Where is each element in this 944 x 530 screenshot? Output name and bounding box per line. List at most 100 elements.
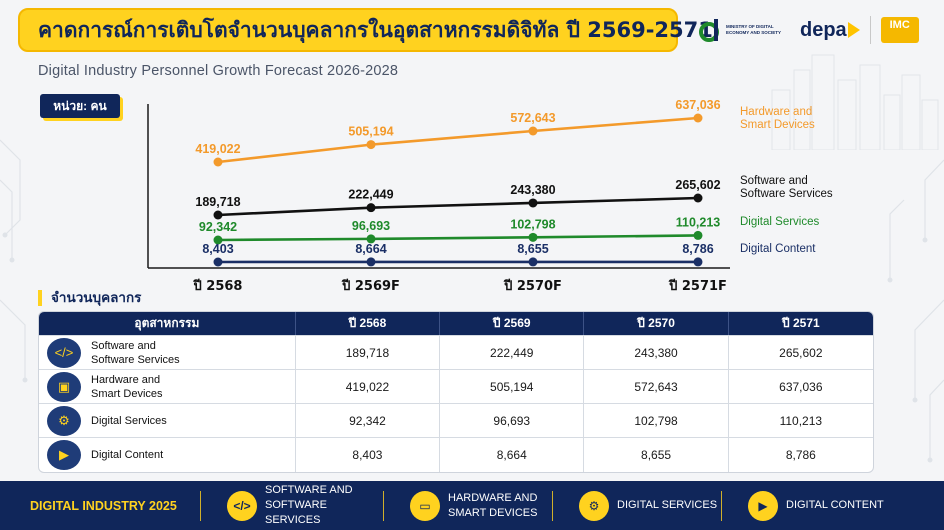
footer-divider: [552, 490, 553, 521]
data-point: [693, 193, 703, 203]
industry-cell: ▶ Digital Content: [39, 438, 296, 472]
monitor-icon: ▭: [410, 490, 440, 521]
value-cell: 419,022: [296, 370, 441, 403]
footer-item-label: SOFTWARE AND SOFTWARE SERVICES: [265, 484, 353, 526]
table-header-row: อุตสาหกรรม ปี 2568 ปี 2569 ปี 2570 ปี 25…: [39, 312, 873, 336]
x-tick-label: ปี 2568: [192, 278, 242, 294]
value-cell: 8,655: [584, 438, 729, 472]
data-label: 8,655: [517, 242, 548, 256]
footer-divider: [200, 490, 201, 521]
industry-name: Digital Content: [91, 449, 164, 461]
table-row: ▣ Hardware and Smart Devices 419,022 505,1…: [39, 370, 873, 404]
data-point: [366, 257, 376, 267]
data-label: 8,664: [355, 242, 386, 256]
footer-item-label: DIGITAL SERVICES: [617, 499, 718, 511]
table-header-cell: ปี 2570: [584, 312, 729, 335]
legend-label: Hardware and: [740, 106, 812, 118]
city-skyline-decoration: [771, 54, 939, 150]
legend-label: Digital Services: [740, 216, 819, 228]
value-cell: 8,664: [440, 438, 585, 472]
value-cell: 189,718: [296, 336, 441, 369]
industry-name: Hardware and Smart Devices: [91, 373, 163, 400]
data-point: [366, 203, 376, 213]
data-label: 265,602: [675, 178, 720, 192]
footer-item: ▭ HARDWARE AND SMART DEVICES: [384, 490, 552, 521]
data-label: 189,718: [195, 195, 240, 209]
data-label: 8,403: [202, 242, 233, 256]
series-line: [217, 116, 699, 164]
hardware-devices-icon: ▣: [47, 371, 81, 402]
x-tick-label: ปี 2571F: [668, 278, 727, 294]
value-cell: 222,449: [440, 336, 585, 369]
legend-label: Digital Content: [740, 243, 816, 255]
data-point: [528, 232, 538, 242]
footer-item-label: DIGITAL CONTENT: [786, 499, 884, 511]
table-row: ▶ Digital Content 8,403 8,664 8,655 8,786: [39, 438, 873, 472]
play-icon: ▶: [748, 490, 778, 521]
value-cell: 92,342: [296, 404, 441, 437]
data-point: [213, 257, 223, 267]
industry-cell: </> Software and Software Services: [39, 336, 296, 369]
digital-content-icon: ▶: [47, 440, 81, 470]
footer-brand: DIGITAL INDUSTRY 2025: [30, 498, 177, 513]
data-point: [366, 140, 376, 150]
data-point: [528, 257, 538, 267]
value-cell: 102,798: [584, 404, 729, 437]
data-point: [528, 126, 538, 136]
industry-cell: ▣ Hardware and Smart Devices: [39, 370, 296, 403]
data-label: 505,194: [348, 125, 393, 139]
digital-services-icon: ⚙: [47, 405, 81, 436]
depa-arrow-icon: [847, 22, 860, 38]
series-line: [217, 196, 699, 217]
value-cell: 96,693: [440, 404, 585, 437]
logo-divider: [869, 16, 871, 44]
legend-label: Smart Devices: [740, 119, 815, 131]
depa-wordmark: depa: [800, 18, 847, 41]
table-header-cell: ปี 2571: [782, 316, 820, 330]
imc-wordmark: IMC: [889, 19, 910, 31]
data-point: [213, 210, 223, 220]
table-row: ⚙ Digital Services 92,342 96,693 102,798 110…: [39, 404, 873, 438]
line-chart: ปี 2568 ปี 2569F ปี 2570F ปี 2571F 419,022 50…: [147, 98, 833, 294]
value-cell: 8,786: [785, 448, 816, 462]
data-label: 637,036: [675, 98, 720, 112]
x-tick-label: ปี 2570F: [503, 278, 562, 294]
data-label: 419,022: [195, 142, 240, 156]
unit-label: หน่วย: คน: [40, 94, 120, 118]
title-banner: คาดการณ์การเติบโตจำนวนบุคลากรในอุตสาหกรร…: [18, 8, 713, 52]
data-point: [693, 230, 703, 240]
x-tick-label: ปี 2569F: [341, 278, 400, 294]
partner-logos: MINISTRY OF DIGITAL ECONOMY AND SOCIETY …: [698, 10, 938, 50]
legend-label: Software and: [740, 175, 808, 187]
data-point: [693, 257, 703, 267]
ministry-mark-icon: [698, 17, 722, 43]
depa-logo: depa: [800, 19, 860, 42]
industry-cell: ⚙ Digital Services: [39, 404, 296, 437]
data-label: 243,380: [510, 183, 555, 197]
data-point: [693, 113, 703, 123]
data-label: 222,449: [348, 188, 393, 202]
footer-item: ▶ DIGITAL CONTENT: [722, 490, 890, 521]
table-header-cell: อุตสาหกรรม: [39, 312, 296, 335]
imc-logo: IMC: [880, 17, 919, 43]
page-title: คาดการณ์การเติบโตจำนวนบุคลากรในอุตสาหกรร…: [38, 17, 713, 42]
data-label: 102,798: [510, 217, 555, 231]
industry-name: Digital Services: [91, 414, 167, 427]
footer-divider: [383, 490, 384, 521]
ministry-name: MINISTRY OF DIGITAL ECONOMY AND SOCIETY: [726, 24, 782, 35]
series-line: [217, 234, 699, 242]
footer-bar: DIGITAL INDUSTRY 2025 </> SOFTWARE AND S…: [0, 481, 944, 530]
page-subtitle: Digital Industry Personnel Growth Foreca…: [38, 63, 399, 79]
footer-item: ⚙ DIGITAL SERVICES: [553, 490, 721, 521]
value-cell: 243,380: [584, 336, 729, 369]
code-icon: </>: [227, 490, 257, 521]
value-cell: 265,602: [779, 345, 823, 360]
software-services-icon: </>: [47, 337, 81, 368]
value-cell: 8,403: [296, 438, 441, 472]
industry-name: Software and Software Services: [91, 339, 180, 366]
footer-divider: [721, 490, 722, 521]
value-cell: 572,643: [584, 370, 729, 403]
data-label: 92,342: [199, 220, 237, 234]
table-header-cell: ปี 2569: [440, 312, 585, 335]
data-label: 8,786: [682, 242, 713, 256]
